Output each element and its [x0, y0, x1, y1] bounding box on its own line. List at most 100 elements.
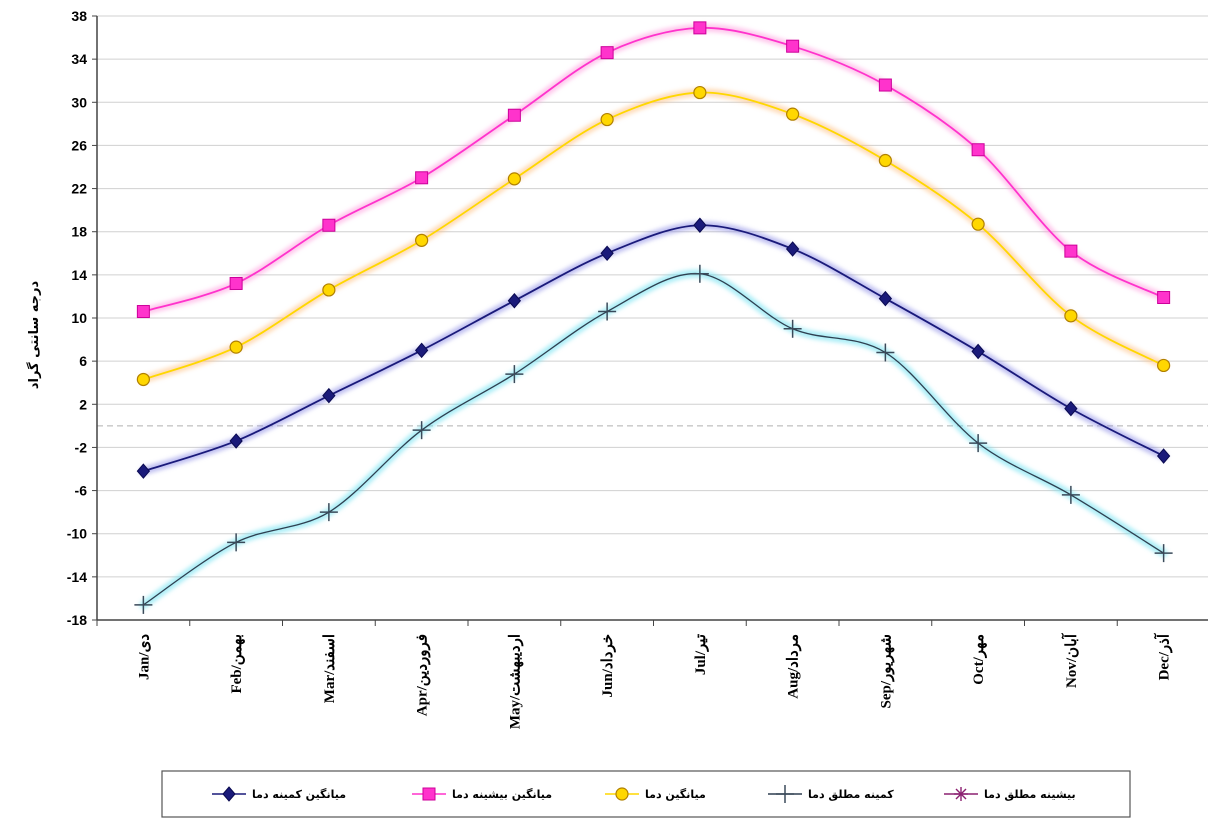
x-tick-label: Sep/شهریور [878, 634, 894, 708]
x-tick-label: Jun/خرداد [600, 634, 616, 697]
data-point [322, 218, 336, 232]
series-line [142, 224, 1165, 473]
data-point [785, 241, 800, 257]
x-tick-label: Jan/دی [136, 634, 152, 680]
data-point [693, 217, 707, 234]
x-tick-label: Aug/مرداد [786, 634, 802, 699]
data-point [971, 217, 985, 231]
y-tick-label: -14 [67, 569, 87, 585]
axes [92, 15, 1208, 626]
series-layer [134, 21, 1173, 614]
y-tick-label: 34 [71, 51, 87, 67]
data-point [415, 171, 429, 185]
data-point [1156, 448, 1171, 464]
y-tick-label: 14 [71, 267, 87, 283]
data-point [1061, 485, 1080, 504]
legend-item: بیشینه مطلق دما [944, 787, 1076, 801]
data-point [878, 78, 892, 92]
y-tick-label: 10 [71, 310, 87, 326]
data-point [690, 264, 709, 283]
x-tick-label: Oct/مهر [971, 634, 987, 685]
data-point [878, 290, 893, 307]
x-tick-label: Apr/فروردین [415, 634, 431, 716]
data-point [227, 533, 246, 552]
data-point [229, 433, 243, 449]
legend-label: میانگین دما [645, 788, 706, 801]
data-point [693, 21, 707, 35]
data-point [505, 365, 524, 384]
data-point [971, 143, 985, 157]
legend-item: کمینه مطلق دما [768, 785, 894, 803]
legend-box [161, 770, 1131, 818]
y-tick-label: 22 [71, 181, 87, 197]
data-point [969, 434, 988, 453]
x-tick-label: Nov/آبان [1061, 632, 1080, 688]
series-1 [136, 217, 1171, 479]
series-4 [134, 264, 1173, 614]
legend-label: بیشینه مطلق دما [984, 788, 1076, 801]
data-point [319, 503, 338, 522]
data-point [322, 283, 336, 297]
legend-label: میانگین کمینه دما [252, 788, 346, 801]
data-point [876, 343, 895, 362]
data-point [786, 107, 800, 121]
data-point [1157, 358, 1171, 373]
data-point [693, 85, 707, 100]
legend-marker [422, 787, 436, 801]
data-point [507, 172, 521, 186]
x-tick-label: Jul/تیر [693, 634, 709, 675]
series-glow [139, 23, 1168, 316]
data-point [412, 421, 431, 440]
x-tick-label: Dec/آذر [1154, 632, 1173, 680]
data-point [1154, 544, 1173, 563]
legend: میانگین کمینه دما میانگین بیشینه دما میانگ… [161, 770, 1131, 818]
legend-label: کمینه مطلق دما [808, 788, 894, 801]
data-point [414, 342, 429, 359]
data-point [600, 112, 614, 127]
data-point [229, 276, 243, 290]
y-axis-label: درجه سانتی گراد [26, 281, 42, 390]
series-line [142, 26, 1165, 313]
x-tick-label: Feb/بهمن [229, 634, 245, 694]
y-tick-label: 6 [79, 353, 87, 369]
series-glow [139, 221, 1168, 476]
data-point [1064, 244, 1078, 258]
data-point [971, 343, 985, 360]
y-tick-label: 18 [71, 224, 87, 240]
series-glow [139, 269, 1168, 609]
data-point [507, 108, 521, 122]
data-point [415, 233, 429, 247]
data-point [134, 595, 153, 614]
legend-marker [615, 787, 629, 801]
data-point [507, 292, 522, 309]
y-tick-label: -18 [67, 612, 87, 628]
data-point [600, 245, 614, 262]
series-3 [136, 85, 1171, 387]
data-point [136, 372, 150, 387]
data-point [1157, 291, 1171, 305]
y-tick-label: 2 [79, 396, 87, 412]
x-tick-label: Mar/اسفند [322, 634, 338, 703]
y-tick-label: -2 [75, 439, 88, 455]
legend-label: میانگین بیشینه دما [452, 788, 552, 801]
x-tick-label: May/اردیبهشت [507, 634, 523, 729]
y-tick-label: -10 [67, 526, 87, 542]
x-tick-labels: Jan/دی Feb/بهمن Mar/اسفند Apr/فروردین May/ار… [136, 632, 1172, 729]
data-point [1064, 309, 1078, 323]
legend-item: میانگین دما [605, 787, 706, 801]
legend-item: میانگین کمینه دما [212, 786, 346, 802]
y-tick-label: 30 [71, 94, 87, 110]
data-point [786, 39, 800, 53]
legend-marker [776, 785, 794, 803]
legend-item: میانگین بیشینه دما [412, 787, 552, 801]
y-tick-label: 26 [71, 137, 87, 153]
legend-marker [222, 786, 236, 802]
y-tick-label: -6 [75, 483, 88, 499]
data-point [136, 305, 150, 319]
data-point [322, 387, 336, 404]
y-tick-label: 38 [71, 8, 87, 24]
data-point [600, 46, 614, 60]
data-point [878, 153, 892, 168]
